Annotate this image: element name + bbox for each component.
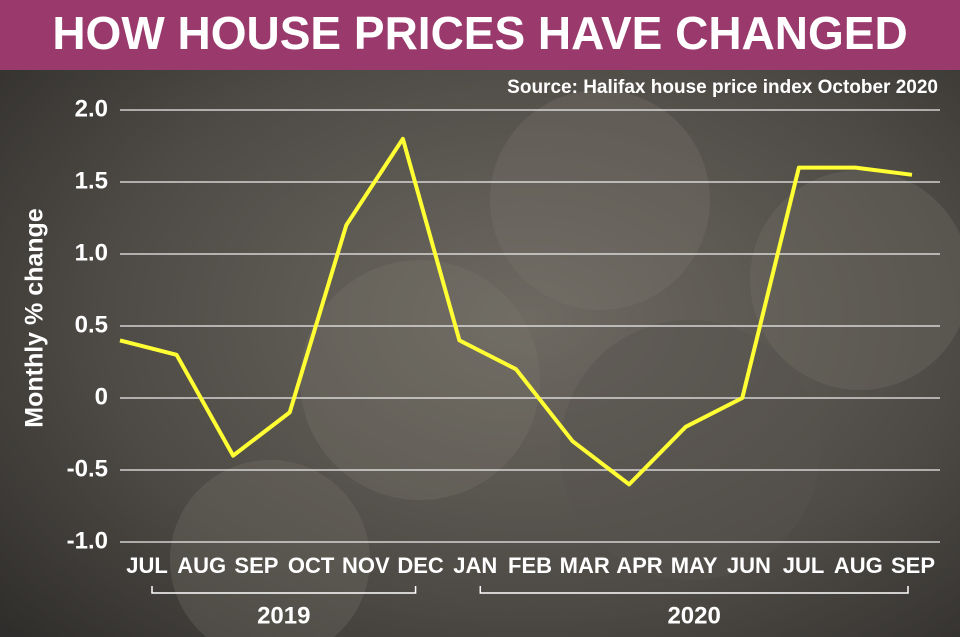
year-label: 2019	[257, 602, 310, 629]
x-tick-label: MAY	[671, 553, 718, 578]
x-tick-label: JAN	[453, 553, 497, 578]
y-tick-label: 0.5	[75, 311, 108, 338]
x-tick-label: APR	[616, 553, 663, 578]
x-tick-label: FEB	[508, 553, 552, 578]
y-tick-label: 0	[95, 383, 108, 410]
coin-decoration	[560, 320, 820, 580]
title-bar	[0, 0, 960, 70]
x-tick-label: SEP	[891, 553, 935, 578]
source: Source: Halifax house price index Octobe…	[507, 77, 938, 98]
year-bracket	[479, 586, 909, 594]
x-tick-label: DEC	[397, 553, 444, 578]
coin-decoration	[300, 260, 540, 500]
x-tick-label: AUG	[177, 553, 226, 578]
y-axis-label: Monthly % change	[21, 208, 49, 428]
line	[119, 136, 913, 487]
x-tick-label: JUL	[126, 553, 168, 578]
y-tick-label: 2.0	[75, 95, 108, 122]
x-tick-label: SEP	[234, 553, 278, 578]
year-bracket	[151, 586, 417, 594]
x-tick-label: MAR	[560, 553, 610, 578]
x-tick-label: AUG	[834, 553, 883, 578]
chart-title: HOW HOUSE PRICES HAVE CHANGED	[52, 7, 907, 59]
x-tick-label: JUN	[727, 553, 771, 578]
y-tick-label: -1.0	[67, 527, 108, 554]
x-tick-label: NOV	[342, 553, 390, 578]
y-tick-label: 1.0	[75, 239, 108, 266]
y-tick-label: -0.5	[67, 455, 108, 482]
x-tick-label: OCT	[288, 553, 335, 578]
year-label: 2020	[667, 602, 720, 629]
coin-decoration	[750, 170, 960, 390]
coin-decoration	[490, 90, 710, 310]
y-tick-label: 1.5	[75, 167, 108, 194]
x-tick-label: JUL	[783, 553, 825, 578]
